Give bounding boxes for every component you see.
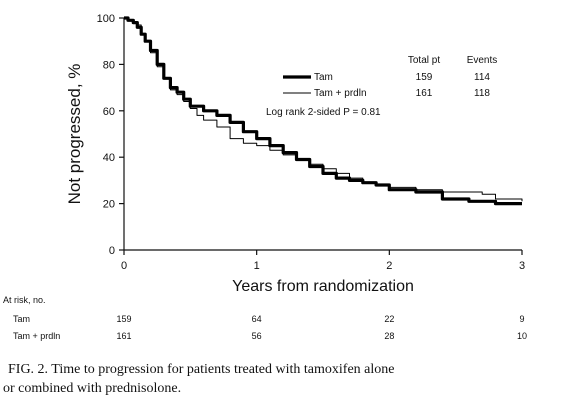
at-risk-value-tam-prdln-1: 56 <box>252 331 262 341</box>
legend-events-tam: 114 <box>474 72 490 83</box>
y-tick-label-20: 20 <box>103 199 115 211</box>
y-tick-label-40: 40 <box>103 152 115 164</box>
figure-caption-line-2: or combined with prednisolone. <box>3 381 181 396</box>
at-risk-title: At risk, no. <box>3 295 46 305</box>
legend-label-tam-prdln: Tam + prdln <box>314 88 367 99</box>
legend-total-tam: 159 <box>416 72 433 83</box>
legend-events-tam-prdln: 118 <box>474 88 490 99</box>
x-axis-label: Years from randomization <box>232 278 414 295</box>
x-ticks: 0 1 2 3 <box>121 250 525 272</box>
legend-header-events: Events <box>467 55 498 66</box>
y-tick-label-100: 100 <box>97 13 115 25</box>
series-tam-prdln-curve <box>124 17 523 202</box>
x-tick-label-1: 1 <box>254 260 260 272</box>
at-risk-value-tam-prdln-2: 28 <box>384 331 394 341</box>
legend-label-tam: Tam <box>314 72 333 83</box>
legend-header-total: Total pt <box>408 55 440 66</box>
y-axis-label: Not progressed, % <box>65 64 84 205</box>
at-risk-row-label-tam-prdln: Tam + prdln <box>13 331 60 341</box>
y-ticks: 0 20 40 60 80 100 <box>97 13 124 257</box>
at-risk-table: At risk, no. Tam Tam + prdln 159 64 22 9 161… <box>3 295 527 341</box>
x-tick-label-3: 3 <box>519 260 525 272</box>
figure-caption-line-1: FIG. 2. Time to progression for patients… <box>8 362 395 377</box>
y-tick-label-80: 80 <box>103 59 115 71</box>
x-tick-label-2: 2 <box>386 260 392 272</box>
at-risk-value-tam-1: 64 <box>252 314 262 324</box>
at-risk-value-tam-prdln-3: 10 <box>517 331 527 341</box>
at-risk-value-tam-prdln-0: 161 <box>116 331 131 341</box>
at-risk-value-tam-2: 22 <box>384 314 394 324</box>
log-rank-annotation: Log rank 2-sided P = 0.81 <box>266 107 381 118</box>
at-risk-value-tam-0: 159 <box>116 314 131 324</box>
x-tick-label-0: 0 <box>121 260 127 272</box>
legend: Total pt Events Tam 159 114 Tam + prdln … <box>283 55 497 99</box>
legend-total-tam-prdln: 161 <box>416 88 433 99</box>
y-tick-label-60: 60 <box>103 106 115 118</box>
y-tick-label-0: 0 <box>109 245 115 257</box>
at-risk-value-tam-3: 9 <box>519 314 524 324</box>
survival-curves <box>124 16 523 206</box>
at-risk-row-label-tam: Tam <box>13 314 30 324</box>
